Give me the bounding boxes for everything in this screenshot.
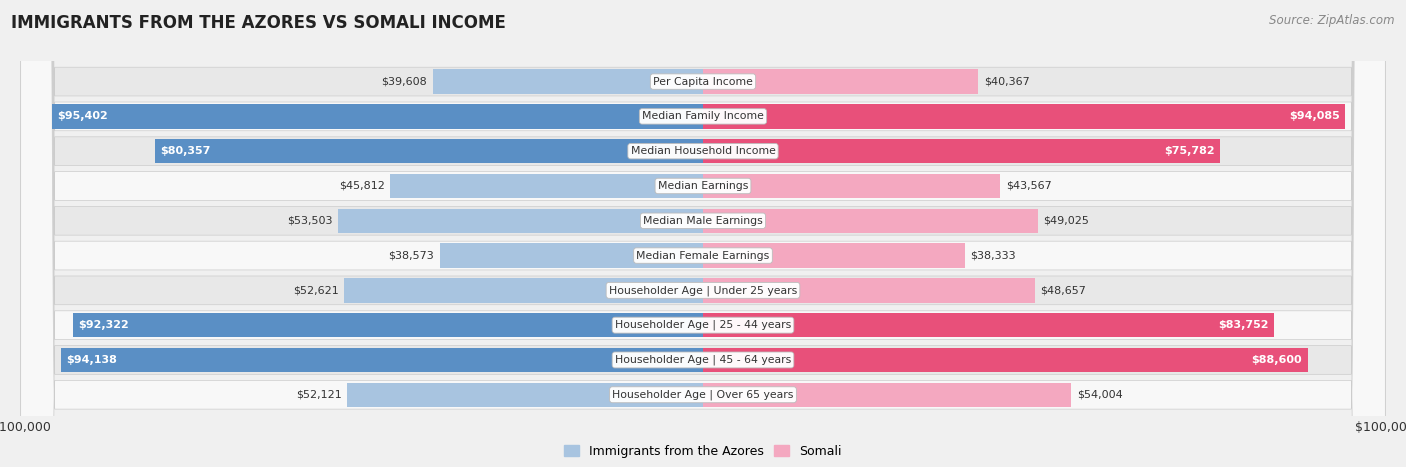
- Text: Median Female Earnings: Median Female Earnings: [637, 251, 769, 261]
- Text: $52,621: $52,621: [292, 285, 339, 295]
- Text: $88,600: $88,600: [1251, 355, 1302, 365]
- FancyBboxPatch shape: [21, 0, 1385, 467]
- Text: Median Earnings: Median Earnings: [658, 181, 748, 191]
- Bar: [347, 382, 703, 407]
- Text: $38,573: $38,573: [388, 251, 434, 261]
- Text: Median Household Income: Median Household Income: [630, 146, 776, 156]
- Text: IMMIGRANTS FROM THE AZORES VS SOMALI INCOME: IMMIGRANTS FROM THE AZORES VS SOMALI INC…: [11, 14, 506, 32]
- Text: $39,608: $39,608: [381, 77, 427, 86]
- Text: $94,085: $94,085: [1289, 112, 1340, 121]
- Bar: [703, 139, 1220, 163]
- Text: $94,138: $94,138: [66, 355, 117, 365]
- Text: $38,333: $38,333: [970, 251, 1015, 261]
- Text: Householder Age | 45 - 64 years: Householder Age | 45 - 64 years: [614, 355, 792, 365]
- Text: Median Male Earnings: Median Male Earnings: [643, 216, 763, 226]
- Text: $75,782: $75,782: [1164, 146, 1215, 156]
- Text: $54,004: $54,004: [1077, 390, 1122, 400]
- Bar: [703, 104, 1346, 128]
- FancyBboxPatch shape: [21, 0, 1385, 467]
- Bar: [703, 243, 965, 268]
- FancyBboxPatch shape: [21, 0, 1385, 467]
- Text: $83,752: $83,752: [1219, 320, 1270, 330]
- Text: Median Family Income: Median Family Income: [643, 112, 763, 121]
- Text: $49,025: $49,025: [1043, 216, 1088, 226]
- FancyBboxPatch shape: [21, 0, 1385, 467]
- FancyBboxPatch shape: [21, 0, 1385, 467]
- Text: $53,503: $53,503: [287, 216, 332, 226]
- Bar: [52, 104, 703, 128]
- Text: $95,402: $95,402: [58, 112, 108, 121]
- FancyBboxPatch shape: [21, 0, 1385, 467]
- Text: Per Capita Income: Per Capita Income: [652, 77, 754, 86]
- FancyBboxPatch shape: [21, 0, 1385, 467]
- Bar: [433, 70, 703, 94]
- FancyBboxPatch shape: [21, 0, 1385, 467]
- Bar: [60, 348, 703, 372]
- Bar: [337, 209, 703, 233]
- Bar: [703, 313, 1274, 337]
- Bar: [703, 382, 1071, 407]
- FancyBboxPatch shape: [21, 0, 1385, 467]
- Text: Householder Age | Over 65 years: Householder Age | Over 65 years: [612, 389, 794, 400]
- Text: $92,322: $92,322: [79, 320, 129, 330]
- Bar: [344, 278, 703, 303]
- Text: $43,567: $43,567: [1005, 181, 1052, 191]
- Bar: [703, 70, 979, 94]
- Bar: [155, 139, 703, 163]
- Bar: [703, 174, 1000, 198]
- Text: $40,367: $40,367: [984, 77, 1029, 86]
- Text: Source: ZipAtlas.com: Source: ZipAtlas.com: [1270, 14, 1395, 27]
- FancyBboxPatch shape: [21, 0, 1385, 467]
- Bar: [391, 174, 703, 198]
- Text: Householder Age | 25 - 44 years: Householder Age | 25 - 44 years: [614, 320, 792, 331]
- Bar: [703, 209, 1038, 233]
- Bar: [440, 243, 703, 268]
- Legend: Immigrants from the Azores, Somali: Immigrants from the Azores, Somali: [560, 439, 846, 463]
- Bar: [73, 313, 703, 337]
- Text: $48,657: $48,657: [1040, 285, 1087, 295]
- Text: Householder Age | Under 25 years: Householder Age | Under 25 years: [609, 285, 797, 296]
- Text: $80,357: $80,357: [160, 146, 211, 156]
- Text: $52,121: $52,121: [297, 390, 342, 400]
- Bar: [703, 278, 1035, 303]
- Text: $45,812: $45,812: [339, 181, 385, 191]
- Bar: [703, 348, 1308, 372]
